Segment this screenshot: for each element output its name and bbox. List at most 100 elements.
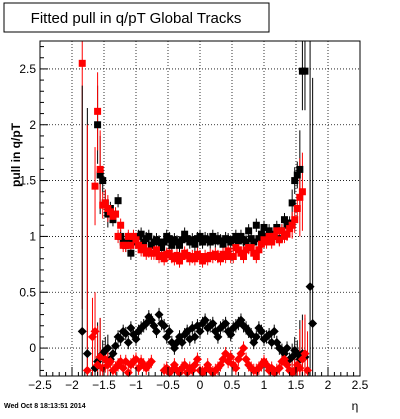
data-point-square: [222, 253, 230, 261]
data-point-square: [291, 216, 299, 224]
data-point-square: [263, 238, 271, 246]
data-point-square: [176, 241, 184, 249]
data-point-diamond: [195, 326, 205, 336]
data-point-square: [91, 182, 99, 190]
data-point-square: [124, 232, 132, 240]
axes: [39, 40, 361, 377]
data-point-square: [96, 171, 104, 179]
data-point-square: [94, 121, 102, 129]
data-point-square: [255, 246, 263, 254]
data-point-square: [265, 232, 273, 240]
x-tick-label: −2: [65, 378, 79, 392]
data-point-square: [94, 107, 102, 115]
data-point-diamond: [123, 338, 133, 347]
data-point-diamond: [295, 363, 305, 373]
data-point-diamond: [108, 349, 118, 359]
data-point-square: [196, 253, 204, 261]
data-point-square: [114, 232, 122, 240]
data-point-square: [273, 227, 281, 235]
data-point-diamond: [274, 363, 284, 373]
data-point-diamond: [146, 356, 156, 366]
data-point-square: [199, 257, 207, 265]
data-point-square: [250, 238, 258, 246]
data-point-square: [291, 177, 299, 185]
timestamp: Wed Oct 8 18:13:51 2014: [4, 403, 86, 410]
data-point-diamond: [164, 326, 174, 336]
y-tick-labels: 0 0.5 1 1.5 2 2.5: [19, 62, 36, 355]
data-point-diamond: [192, 354, 202, 364]
data-point-square: [206, 238, 214, 246]
data-point-square: [101, 199, 109, 207]
data-point-diamond: [251, 332, 261, 342]
chart-title: Fitted pull in q/pT Global Tracks: [31, 10, 242, 27]
data-point-diamond: [118, 363, 128, 373]
data-point-square: [191, 255, 199, 263]
data-point-square: [165, 235, 173, 243]
data-point-square: [122, 241, 130, 249]
data-point-square: [127, 249, 135, 257]
data-point-diamond: [256, 326, 266, 336]
data-point-diamond: [231, 363, 241, 373]
data-point-square: [242, 238, 250, 246]
y-tick-label: 0.5: [19, 285, 36, 299]
data-point-square: [209, 232, 217, 240]
data-point-square: [99, 177, 107, 185]
data-point-square: [168, 241, 176, 249]
data-point-diamond: [239, 343, 249, 353]
data-point-square: [293, 205, 301, 212]
data-point-square: [252, 253, 260, 261]
data-point-diamond: [305, 282, 315, 292]
data-point-square: [114, 197, 122, 205]
data-point-diamond: [303, 365, 313, 375]
data-point-square: [112, 210, 120, 218]
data-point-square: [158, 244, 166, 252]
title-box: [3, 2, 270, 33]
data-point-square: [78, 59, 86, 67]
data-point-square: [296, 193, 304, 201]
data-point-square: [283, 230, 291, 238]
data-point-square: [188, 236, 196, 244]
data-point-diamond: [226, 330, 236, 340]
data-point-square: [135, 241, 143, 249]
x-tick-label: 2: [325, 378, 332, 392]
data-point-square: [298, 188, 306, 196]
y-tick-label: 2.5: [19, 62, 36, 76]
y-tick-label: 1.5: [19, 174, 36, 188]
data-point-square: [240, 253, 248, 261]
data-point-square: [196, 232, 204, 240]
data-point-square: [216, 255, 224, 263]
y-axis-label: pull in q/pT: [9, 122, 23, 187]
data-point-diamond: [116, 334, 126, 344]
data-point-diamond: [111, 341, 121, 351]
data-point-square: [96, 165, 104, 173]
data-point-square: [268, 238, 276, 246]
data-point-square: [257, 240, 265, 248]
x-tick-label: 0: [197, 378, 204, 392]
data-point-diamond: [82, 349, 92, 359]
data-point-square: [219, 240, 227, 248]
data-point-diamond: [90, 326, 100, 336]
data-point-square: [234, 237, 242, 245]
data-point-square: [296, 165, 304, 173]
data-point-square: [301, 67, 309, 75]
data-point-diamond: [267, 338, 277, 347]
data-point-diamond: [226, 352, 236, 362]
data-point-square: [152, 246, 160, 254]
data-point-diamond: [154, 310, 164, 320]
data-point-diamond: [121, 329, 131, 339]
data-point-square: [191, 240, 199, 248]
data-point-diamond: [221, 319, 231, 329]
x-tick-labels: −2.5 −2 −1.5 −1 −0.5 0 0.5 1 1.5 2 2.5: [28, 378, 369, 392]
data-point-square: [173, 251, 181, 259]
data-point-diamond: [190, 332, 200, 342]
data-point-square: [293, 171, 301, 179]
data-point-diamond: [300, 349, 310, 359]
data-point-square: [245, 227, 253, 235]
x-tick-label: −1: [129, 378, 143, 392]
y-tick-label: 0: [29, 341, 36, 355]
data-point-diamond: [282, 343, 292, 353]
data-point-square: [260, 223, 268, 231]
data-point-square: [257, 230, 265, 238]
